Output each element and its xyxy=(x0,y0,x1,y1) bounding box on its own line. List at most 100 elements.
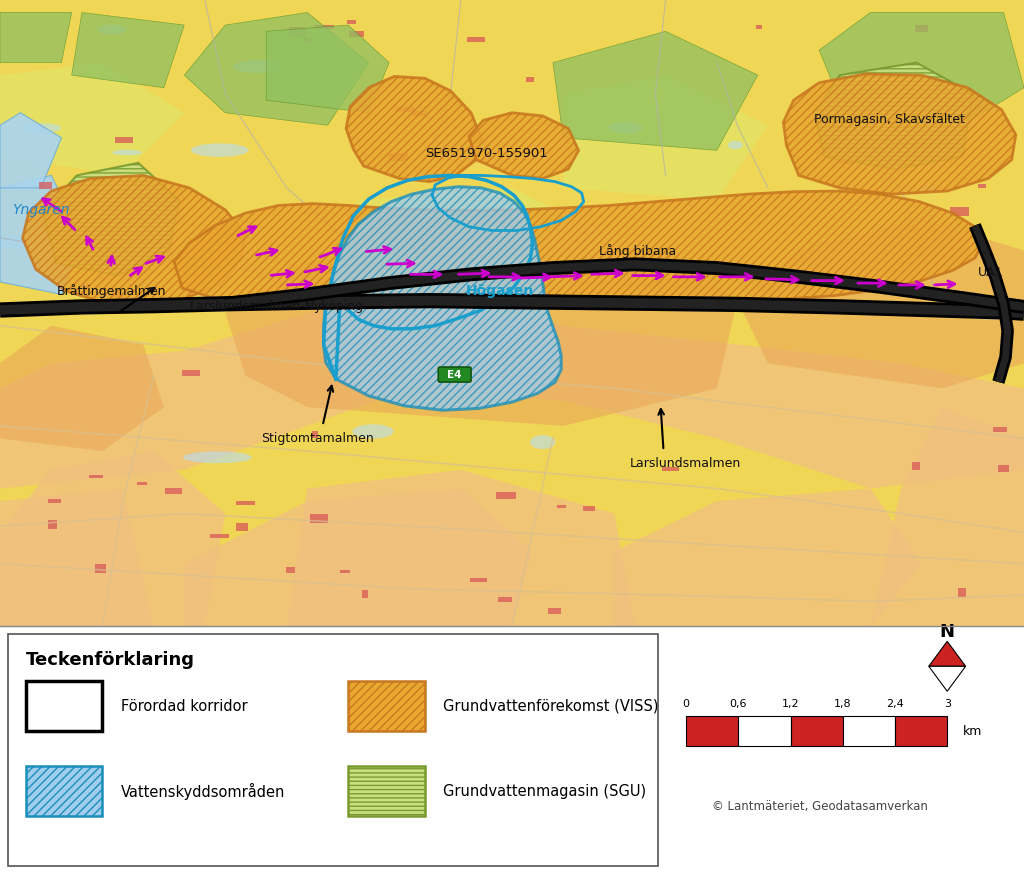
Bar xyxy=(348,682,425,731)
Polygon shape xyxy=(553,32,758,151)
Bar xyxy=(389,153,408,161)
Text: km: km xyxy=(963,724,982,738)
Bar xyxy=(348,32,364,37)
Polygon shape xyxy=(0,489,154,626)
Bar xyxy=(310,514,328,523)
Text: 1,2: 1,2 xyxy=(781,699,800,709)
Polygon shape xyxy=(929,641,966,667)
Text: Pormagasin, Skavsfältet: Pormagasin, Skavsfältet xyxy=(814,112,965,125)
Polygon shape xyxy=(0,175,82,294)
Bar xyxy=(686,717,738,746)
Bar xyxy=(998,465,1010,472)
Bar xyxy=(210,534,228,538)
Bar xyxy=(115,292,127,301)
Bar xyxy=(95,564,106,573)
Polygon shape xyxy=(183,451,253,463)
Bar xyxy=(791,717,843,746)
Polygon shape xyxy=(530,435,556,449)
Bar xyxy=(738,717,791,746)
Polygon shape xyxy=(728,141,743,150)
Bar xyxy=(583,505,595,512)
Polygon shape xyxy=(608,122,643,134)
Polygon shape xyxy=(233,60,283,74)
Bar xyxy=(756,25,762,29)
Bar xyxy=(312,431,318,438)
Bar xyxy=(950,207,969,216)
Polygon shape xyxy=(563,75,768,201)
Bar xyxy=(236,501,255,505)
Bar xyxy=(662,467,679,471)
Polygon shape xyxy=(324,187,561,410)
Polygon shape xyxy=(346,76,481,181)
Bar xyxy=(839,155,852,164)
Bar xyxy=(396,107,415,112)
Polygon shape xyxy=(358,188,614,300)
Text: Teckenförklaring: Teckenförklaring xyxy=(26,652,195,669)
Bar xyxy=(912,142,924,152)
Polygon shape xyxy=(266,25,389,113)
Polygon shape xyxy=(870,407,1024,626)
Bar xyxy=(499,597,512,602)
Polygon shape xyxy=(184,489,532,626)
Text: 1,8: 1,8 xyxy=(834,699,852,709)
Bar xyxy=(340,569,350,573)
Text: Grundvattenförekomst (VISS): Grundvattenförekomst (VISS) xyxy=(443,699,658,714)
Bar xyxy=(347,19,356,25)
Bar xyxy=(89,475,103,478)
Text: 2,4: 2,4 xyxy=(886,699,904,709)
Polygon shape xyxy=(191,144,250,157)
Bar xyxy=(314,25,334,29)
Polygon shape xyxy=(737,219,1024,388)
Text: Förordad korridor: Förordad korridor xyxy=(121,699,248,714)
Bar xyxy=(48,499,60,503)
Text: Högasen: Högasen xyxy=(466,284,535,298)
Polygon shape xyxy=(0,63,184,175)
Polygon shape xyxy=(352,424,394,439)
Polygon shape xyxy=(918,186,936,191)
Bar xyxy=(289,27,306,37)
Bar xyxy=(549,608,561,614)
Polygon shape xyxy=(819,12,1024,125)
Bar xyxy=(182,370,200,376)
Polygon shape xyxy=(98,25,126,34)
Polygon shape xyxy=(614,489,922,626)
Text: 0,6: 0,6 xyxy=(729,699,748,709)
Bar xyxy=(470,577,486,582)
Bar xyxy=(48,520,57,529)
Text: Lång bibana: Lång bibana xyxy=(599,244,676,258)
Bar xyxy=(993,427,1007,432)
Polygon shape xyxy=(174,191,983,307)
Bar xyxy=(957,588,966,597)
Text: Vattenskyddsområden: Vattenskyddsområden xyxy=(121,782,286,800)
Bar xyxy=(26,682,102,731)
Polygon shape xyxy=(0,300,1024,489)
Bar xyxy=(467,37,485,42)
Polygon shape xyxy=(113,150,142,155)
Bar xyxy=(843,717,895,746)
Bar xyxy=(304,39,314,43)
Text: Grundvattenmagasin (SGU): Grundvattenmagasin (SGU) xyxy=(443,784,646,799)
Polygon shape xyxy=(23,175,246,304)
Text: E4: E4 xyxy=(447,370,462,379)
Polygon shape xyxy=(72,12,184,88)
Bar xyxy=(39,181,51,188)
Text: © Lantmäteriet, Geodatasamverkan: © Lantmäteriet, Geodatasamverkan xyxy=(712,800,928,813)
Polygon shape xyxy=(0,113,61,188)
Bar xyxy=(895,717,947,746)
Bar xyxy=(165,488,182,494)
Polygon shape xyxy=(469,113,579,179)
Polygon shape xyxy=(0,326,164,451)
Bar xyxy=(413,110,426,116)
Bar xyxy=(287,567,295,573)
Bar xyxy=(911,462,921,470)
Bar xyxy=(361,590,369,598)
Text: Larslundsmalmen: Larslundsmalmen xyxy=(630,457,741,470)
Text: Yngaren: Yngaren xyxy=(12,203,70,217)
Polygon shape xyxy=(184,12,369,125)
Polygon shape xyxy=(0,451,225,626)
Bar xyxy=(915,25,928,32)
Polygon shape xyxy=(0,236,71,249)
Bar xyxy=(8,634,658,866)
Polygon shape xyxy=(783,74,1016,194)
Polygon shape xyxy=(965,311,1015,320)
